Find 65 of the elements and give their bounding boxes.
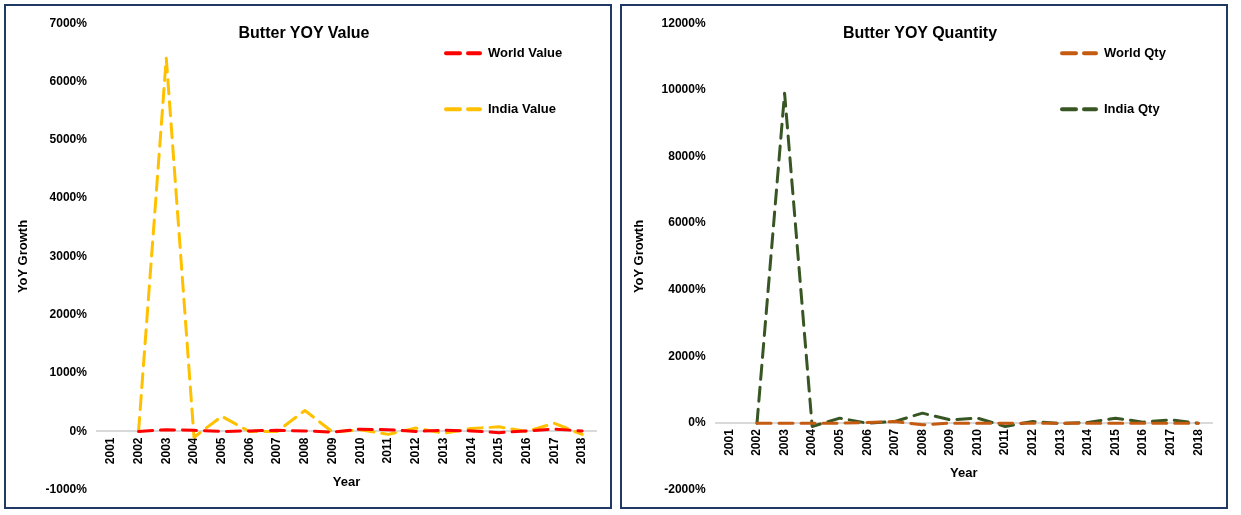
- x-tick-label: 2006: [241, 437, 256, 465]
- y-tick-label: 8000%: [668, 148, 706, 163]
- y-tick-label: 6000%: [49, 73, 88, 88]
- line-series: [755, 91, 1200, 428]
- y-tick-label: -2000%: [664, 482, 706, 497]
- x-tick-label: 2004: [186, 437, 201, 465]
- x-tick-label: 2013: [1052, 428, 1067, 456]
- y-tick-label: 10000%: [661, 82, 706, 97]
- x-tick-label: 2018: [1190, 428, 1205, 456]
- x-tick-label: 2005: [214, 437, 229, 465]
- x-tick-label: 2008: [297, 437, 312, 465]
- y-tick-label: 4000%: [668, 282, 706, 297]
- x-tick-label: 2003: [158, 437, 173, 465]
- y-tick-label: 4000%: [49, 190, 88, 205]
- x-tick-label: 2006: [859, 428, 874, 456]
- y-tick-label: 2000%: [668, 348, 706, 363]
- x-tick-label: 2005: [832, 428, 847, 456]
- y-tick-label: 6000%: [668, 215, 706, 230]
- y-tick-label: 5000%: [49, 132, 88, 147]
- x-tick-label: 2013: [435, 437, 450, 465]
- line-series: [137, 56, 584, 439]
- y-tick-label: 3000%: [49, 248, 88, 263]
- x-tick-label: 2017: [546, 437, 561, 465]
- x-tick-label: 2017: [1162, 428, 1177, 456]
- x-tick-label: 2012: [408, 437, 423, 465]
- x-tick-label: 2007: [887, 428, 902, 456]
- x-tick-label: 2015: [1107, 428, 1122, 456]
- legend-label: World Value: [488, 44, 563, 60]
- y-tick-label: 0%: [688, 415, 706, 430]
- x-tick-label: 2007: [269, 437, 284, 465]
- x-tick-label: 2014: [463, 437, 478, 465]
- x-tick-label: 2010: [352, 437, 367, 465]
- legend-label: India Value: [488, 100, 556, 116]
- x-tick-label: 2016: [519, 437, 533, 465]
- y-tick-label: 2000%: [49, 307, 88, 322]
- chart-title: Butter YOY Value: [238, 24, 370, 42]
- x-tick-label: 2002: [749, 428, 764, 456]
- x-tick-label: 2009: [324, 437, 339, 465]
- x-tick-label: 2010: [969, 428, 984, 456]
- x-tick-label: 2016: [1135, 428, 1150, 456]
- y-tick-label: 12000%: [661, 15, 706, 30]
- x-tick-label: 2002: [130, 437, 145, 465]
- y-tick-label: 0%: [69, 423, 88, 438]
- y-tick-label: 7000%: [49, 15, 88, 30]
- x-tick-label: 2001: [103, 437, 118, 465]
- x-axis-title: Year: [332, 473, 361, 489]
- x-tick-label: 2001: [721, 428, 736, 456]
- x-tick-label: 2009: [942, 428, 957, 456]
- legend-label: World Qty: [1104, 44, 1167, 60]
- y-axis-title: YoY Growth: [15, 219, 31, 294]
- x-tick-label: 2012: [1025, 428, 1040, 456]
- chart-title: Butter YOY Quantity: [842, 24, 998, 42]
- x-tick-label: 2011: [997, 428, 1012, 456]
- x-tick-label: 2004: [804, 428, 819, 456]
- x-tick-label: 2011: [380, 437, 395, 464]
- x-tick-label: 2018: [574, 437, 589, 465]
- x-axis-title: Year: [950, 465, 978, 481]
- y-tick-label: -1000%: [45, 482, 88, 497]
- x-tick-label: 2003: [776, 428, 791, 456]
- legend-label: India Qty: [1104, 100, 1161, 116]
- x-tick-label: 2014: [1080, 428, 1095, 456]
- y-tick-label: 1000%: [49, 365, 88, 380]
- x-tick-label: 2015: [491, 437, 506, 465]
- x-tick-label: 2008: [914, 428, 929, 456]
- y-axis-title: YoY Growth: [631, 219, 647, 294]
